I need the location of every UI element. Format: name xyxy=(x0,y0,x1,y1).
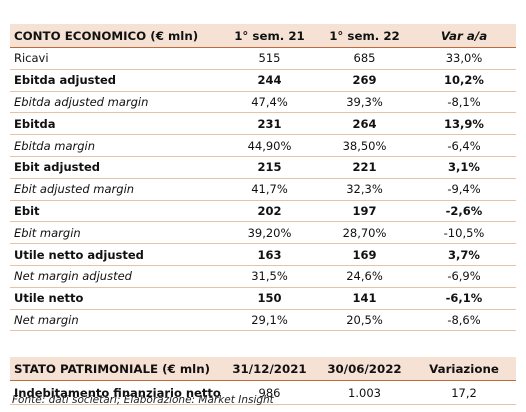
income-value-1: 231 xyxy=(222,112,317,136)
income-header-row: CONTO ECONOMICO (€ mln) 1° sem. 21 1° se… xyxy=(10,24,516,48)
income-header-period-2: 1° sem. 22 xyxy=(317,24,412,48)
income-value-2: 264 xyxy=(317,112,412,136)
income-value-change: -10,5% xyxy=(412,221,516,245)
income-value-2: 28,70% xyxy=(317,221,412,245)
income-header-label: CONTO ECONOMICO (€ mln) xyxy=(10,24,222,48)
income-value-1: 31,5% xyxy=(222,265,317,288)
income-statement-table: CONTO ECONOMICO (€ mln) 1° sem. 21 1° se… xyxy=(10,24,516,332)
income-row-label: Utile netto xyxy=(10,287,222,310)
income-value-2: 269 xyxy=(317,69,412,92)
income-row: Ebit adjusted margin 41,7% 32,3% -9,4% xyxy=(10,178,516,201)
income-value-2: 197 xyxy=(317,200,412,223)
balance-header-label: STATO PATRIMONIALE (€ mln) xyxy=(10,357,222,382)
balance-header-date-1: 31/12/2021 xyxy=(222,357,317,382)
income-value-2: 141 xyxy=(317,287,412,310)
income-value-change: -8,6% xyxy=(412,309,516,332)
income-value-2: 221 xyxy=(317,156,412,179)
income-row-label: Ebitda adjusted xyxy=(10,69,222,92)
balance-value-1: 986 xyxy=(222,380,317,406)
income-value-1: 515 xyxy=(222,47,317,70)
income-value-2: 685 xyxy=(317,47,412,70)
income-value-1: 244 xyxy=(222,69,317,92)
income-value-change: -9,4% xyxy=(412,178,516,201)
income-row: Ebitda adjusted 244 269 10,2% xyxy=(10,69,516,92)
income-row-label: Ebit adjusted margin xyxy=(10,178,222,201)
income-value-1: 41,7% xyxy=(222,178,317,201)
income-value-2: 169 xyxy=(317,243,412,266)
income-value-1: 39,20% xyxy=(222,221,317,245)
income-value-change: 10,2% xyxy=(412,69,516,92)
balance-header-date-2: 30/06/2022 xyxy=(317,357,412,382)
income-value-1: 163 xyxy=(222,243,317,266)
income-value-change: 13,9% xyxy=(412,112,516,136)
income-value-1: 44,90% xyxy=(222,134,317,157)
income-value-2: 39,3% xyxy=(317,91,412,114)
income-row: Ebit adjusted 215 221 3,1% xyxy=(10,156,516,179)
income-row-label: Net margin xyxy=(10,309,222,332)
balance-row-label: Indebitamento finanziario netto xyxy=(10,380,222,406)
balance-row: Indebitamento finanziario netto 986 1.003 1… xyxy=(10,380,516,406)
income-row-label: Ebit adjusted xyxy=(10,156,222,179)
income-row: Net margin adjusted 31,5% 24,6% -6,9% xyxy=(10,265,516,288)
income-value-1: 150 xyxy=(222,287,317,310)
income-row: Ebitda adjusted margin 47,4% 39,3% -8,1% xyxy=(10,91,516,114)
income-body: Ricavi 515 685 33,0% Ebitda adjusted 244 269 10… xyxy=(10,47,516,332)
income-value-2: 24,6% xyxy=(317,265,412,288)
income-value-2: 20,5% xyxy=(317,309,412,332)
income-value-1: 202 xyxy=(222,200,317,223)
balance-header-row: STATO PATRIMONIALE (€ mln) 31/12/2021 30… xyxy=(10,357,516,382)
income-header-period-1: 1° sem. 21 xyxy=(222,24,317,48)
source-note: Fonte: dati societari; Elaborazione: Mar… xyxy=(12,394,274,406)
table-gap xyxy=(10,331,516,357)
income-row: Utile netto adjusted 163 169 3,7% xyxy=(10,243,516,266)
income-value-1: 215 xyxy=(222,156,317,179)
income-row-label: Utile netto adjusted xyxy=(10,243,222,266)
income-row: Ebit 202 197 -2,6% xyxy=(10,200,516,223)
income-row-label: Ebitda xyxy=(10,112,222,136)
income-row: Ebitda margin 44,90% 38,50% -6,4% xyxy=(10,134,516,157)
income-header-change: Var a/a xyxy=(412,24,516,48)
balance-value-2: 1.003 xyxy=(317,380,412,406)
income-value-1: 29,1% xyxy=(222,309,317,332)
income-value-change: -6,1% xyxy=(412,287,516,310)
financial-tables: CONTO ECONOMICO (€ mln) 1° sem. 21 1° se… xyxy=(10,24,516,406)
income-row: Ricavi 515 685 33,0% xyxy=(10,47,516,70)
income-row-label: Ebit xyxy=(10,200,222,223)
income-value-2: 38,50% xyxy=(317,134,412,157)
income-value-change: 33,0% xyxy=(412,47,516,70)
income-value-change: -8,1% xyxy=(412,91,516,114)
income-row-label: Ebit margin xyxy=(10,221,222,245)
income-value-change: 3,1% xyxy=(412,156,516,179)
income-value-1: 47,4% xyxy=(222,91,317,114)
balance-value-change: 17,2 xyxy=(412,380,516,406)
balance-sheet-table: STATO PATRIMONIALE (€ mln) 31/12/2021 30… xyxy=(10,357,516,406)
income-row-label: Net margin adjusted xyxy=(10,265,222,288)
balance-header-change: Variazione xyxy=(412,357,516,382)
income-row: Net margin 29,1% 20,5% -8,6% xyxy=(10,309,516,332)
income-row: Ebitda 231 264 13,9% xyxy=(10,112,516,136)
income-row: Utile netto 150 141 -6,1% xyxy=(10,287,516,310)
income-row: Ebit margin 39,20% 28,70% -10,5% xyxy=(10,221,516,245)
income-value-change: -6,4% xyxy=(412,134,516,157)
balance-body: Indebitamento finanziario netto 986 1.003 1… xyxy=(10,380,516,406)
income-value-2: 32,3% xyxy=(317,178,412,201)
income-value-change: -6,9% xyxy=(412,265,516,288)
income-row-label: Ebitda adjusted margin xyxy=(10,91,222,114)
income-value-change: 3,7% xyxy=(412,243,516,266)
income-row-label: Ricavi xyxy=(10,47,222,70)
income-row-label: Ebitda margin xyxy=(10,134,222,157)
income-value-change: -2,6% xyxy=(412,200,516,223)
